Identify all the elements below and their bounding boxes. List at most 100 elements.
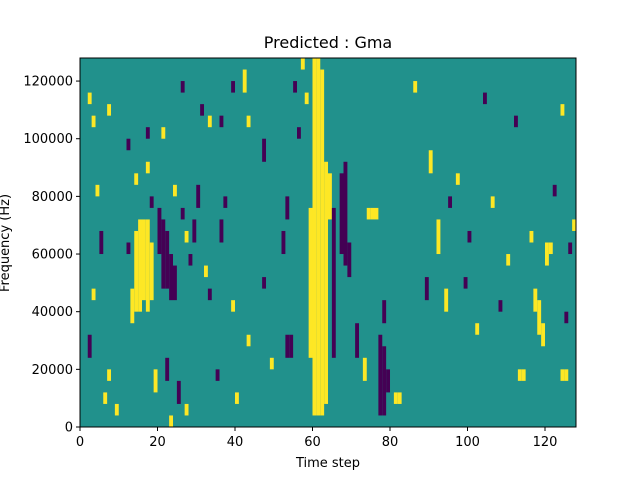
heatmap-cell: [169, 254, 174, 301]
heatmap-cell: [331, 207, 336, 358]
heatmap-cell: [463, 277, 468, 289]
heatmap-cell: [269, 357, 274, 370]
heatmap-cell: [537, 300, 542, 335]
heatmap-cell: [188, 254, 193, 266]
heatmap-cell: [560, 369, 565, 381]
x-tick-label: 80: [382, 435, 399, 450]
y-tick-label: 80000: [32, 190, 73, 205]
heatmap-cell: [548, 242, 553, 255]
x-axis: 0 20 40 60 80 100 120: [76, 427, 557, 450]
heatmap-cell: [219, 219, 224, 243]
x-tick-label: 60: [304, 435, 321, 450]
heatmap-cell: [173, 184, 177, 197]
heatmap-cell: [180, 207, 185, 220]
heatmap-cell: [328, 173, 332, 220]
heatmap-cell: [126, 242, 131, 255]
heatmap-cell: [149, 196, 154, 208]
heatmap-cell: [560, 104, 565, 116]
heatmap-cell: [161, 219, 166, 289]
heatmap-plot-area: [79, 57, 577, 428]
heatmap-cell: [514, 115, 518, 128]
heatmap-cell: [215, 369, 220, 381]
y-tick-label: 0: [65, 421, 73, 436]
heatmap-cell: [533, 288, 538, 312]
heatmap-cell: [91, 115, 96, 128]
heatmap-cell: [564, 369, 569, 381]
heatmap-cell: [397, 392, 402, 404]
plot-frame: [79, 57, 577, 428]
heatmap-cell: [130, 288, 135, 324]
heatmap-cell: [114, 403, 119, 416]
heatmap-cell: [223, 196, 228, 208]
x-axis-title: Time step: [295, 456, 360, 471]
heatmap-cell: [347, 242, 352, 278]
x-tick-label: 20: [149, 435, 166, 450]
heatmap-cell: [541, 323, 546, 347]
heatmap-cells: [87, 58, 577, 427]
heatmap-cell: [169, 415, 174, 427]
heatmap-cell: [436, 219, 441, 255]
heatmap-cell: [498, 300, 503, 312]
heatmap-cell: [545, 242, 549, 266]
heatmap-cell: [204, 265, 208, 278]
heatmap-cell: [242, 69, 247, 93]
heatmap-cell: [564, 311, 569, 324]
heatmap-cell: [99, 230, 104, 255]
heatmap-cell: [568, 242, 573, 255]
heatmap-cell: [312, 58, 317, 416]
y-axis-title: Frequency (Hz): [0, 194, 13, 292]
heatmap-cell: [413, 81, 418, 93]
heatmap-cell: [428, 150, 433, 174]
heatmap-cell: [343, 161, 348, 266]
heatmap-cell: [285, 196, 290, 220]
heatmap-cell: [320, 69, 325, 416]
heatmap-cell: [293, 81, 298, 93]
heatmap-cell: [552, 184, 557, 197]
heatmap-cell: [308, 207, 313, 358]
heatmap-cell: [134, 230, 139, 312]
y-tick-label: 60000: [32, 248, 73, 263]
heatmap-cell: [262, 138, 267, 162]
heatmap-cell: [467, 230, 472, 243]
heatmap-cell: [393, 392, 398, 404]
heatmap-cell: [490, 196, 495, 208]
heatmap-cell: [184, 403, 189, 416]
heatmap-cell: [386, 369, 391, 393]
x-tick-label: 0: [76, 435, 84, 450]
heatmap-cell: [506, 254, 511, 266]
heatmap-cell: [355, 323, 360, 358]
heatmap-cell: [145, 219, 150, 312]
heatmap-cell: [107, 104, 112, 116]
heatmap-cell: [246, 334, 251, 347]
heatmap-cell: [483, 92, 487, 105]
heatmap-cell: [339, 173, 344, 255]
heatmap-cell: [173, 265, 177, 301]
heatmap-cell: [262, 277, 267, 289]
heatmap-cell: [285, 334, 290, 358]
heatmap-cell: [145, 161, 150, 174]
heatmap-cell: [475, 323, 480, 335]
heatmap-cell: [157, 207, 162, 255]
heatmap-cell: [231, 300, 236, 312]
heatmap-cell: [444, 288, 449, 312]
heatmap-cell: [521, 369, 526, 381]
heatmap-cell: [87, 92, 92, 105]
heatmap-cell: [374, 207, 379, 220]
heatmap-cell: [107, 369, 112, 381]
heatmap-cell: [196, 184, 201, 208]
heatmap-cell: [517, 369, 522, 381]
heatmap-cell: [145, 127, 150, 139]
heatmap-cell: [153, 369, 158, 393]
heatmap-cell: [103, 392, 108, 404]
heatmap-cell: [382, 300, 387, 324]
heatmap-cell: [200, 104, 205, 116]
heatmap-cell: [382, 346, 387, 416]
heatmap-cell: [192, 219, 197, 243]
heatmap-cell: [316, 58, 321, 416]
heatmap-cell: [138, 219, 143, 312]
heatmap-cell: [366, 207, 371, 220]
heatmap-cell: [281, 230, 286, 255]
y-tick-label: 20000: [32, 363, 73, 378]
heatmap-cell: [142, 219, 146, 301]
